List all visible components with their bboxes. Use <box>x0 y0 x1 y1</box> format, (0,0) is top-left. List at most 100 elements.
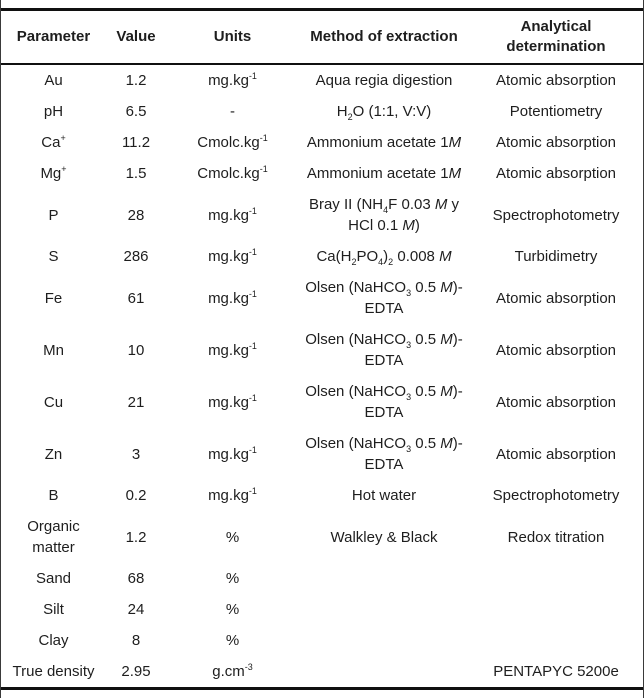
cell-determination <box>469 625 643 656</box>
cell-value: 6.5 <box>125 103 147 120</box>
cell-value: 10 <box>127 341 145 359</box>
cell-method: Ammonium acetate 1M <box>306 134 462 151</box>
cell-value: 8 <box>131 632 141 649</box>
cell-parameter: True density <box>12 663 95 680</box>
col-header-method: Method of extraction <box>299 9 469 65</box>
cell-determination: Atomic absorption <box>495 445 617 463</box>
cell-method <box>299 563 469 594</box>
table-row: P 28 mg.kg-1 Bray II (NH4F 0.03 M y HCl 0.1… <box>1 189 643 241</box>
cell-method <box>299 625 469 656</box>
cell-parameter: pH <box>43 103 64 120</box>
cell-determination: Turbidimetry <box>514 248 598 265</box>
cell-value: 21 <box>127 393 145 411</box>
cell-method <box>299 656 469 689</box>
col-header-value: Value <box>106 9 166 65</box>
table-row: True density 2.95 g.cm-3 PENTAPYC 5200e <box>1 656 643 689</box>
cell-units: mg.kg-1 <box>208 247 257 266</box>
cell-units: - <box>230 103 235 120</box>
cell-parameter: Organic matter <box>27 518 80 556</box>
cell-determination: Spectrophotometry <box>492 487 620 504</box>
cell-value: 61 <box>127 289 145 307</box>
cell-determination: Atomic absorption <box>495 393 617 411</box>
cell-value: 0.2 <box>125 487 147 504</box>
cell-method: H2O (1:1, V:V) <box>336 103 432 122</box>
cell-value: 286 <box>123 248 149 265</box>
table-row: Cu 21 mg.kg-1 Olsen (NaHCO3 0.5 M)-EDTA Atom… <box>1 376 643 428</box>
cell-value: 1.5 <box>125 165 147 182</box>
table-row: Au 1.2 mg.kg-1 Aqua regia digestion Atomic a… <box>1 64 643 96</box>
table-body: Au 1.2 mg.kg-1 Aqua regia digestion Atomic a… <box>1 64 643 689</box>
cell-units: mg.kg-1 <box>208 71 257 90</box>
table-header: Parameter Value Units Method of extracti… <box>1 9 643 65</box>
cell-value: 3 <box>131 445 141 463</box>
cell-value: 24 <box>127 601 145 618</box>
cell-method: Ammonium acetate 1M <box>306 165 462 182</box>
cell-determination: Atomic absorption <box>495 165 617 182</box>
cell-parameter: Zn <box>44 445 63 463</box>
cell-determination: Atomic absorption <box>495 289 617 307</box>
col-header-determination: Analytical determination <box>469 9 643 65</box>
table-row: Mg+ 1.5 Cmolc.kg-1 Ammonium acetate 1M Atomi… <box>1 158 643 189</box>
cell-method: Olsen (NaHCO3 0.5 M)-EDTA <box>305 331 463 369</box>
cell-units: % <box>225 632 240 649</box>
cell-value: 28 <box>127 206 145 224</box>
cell-value: 68 <box>127 570 145 587</box>
cell-units: Cmolc.kg-1 <box>197 133 268 152</box>
col-header-units: Units <box>166 9 299 65</box>
cell-determination: Atomic absorption <box>495 134 617 151</box>
cell-parameter: S <box>48 248 59 265</box>
table-row: Silt 24% <box>1 594 643 625</box>
cell-parameter: Sand <box>35 570 72 587</box>
table-row: B 0.2 mg.kg-1 Hot water Spectrophotometry <box>1 480 643 511</box>
cell-determination: Redox titration <box>507 528 605 546</box>
cell-method: Hot water <box>351 487 417 504</box>
cell-determination <box>469 594 643 625</box>
cell-method: Olsen (NaHCO3 0.5 M)-EDTA <box>305 279 463 317</box>
header-row: Parameter Value Units Method of extracti… <box>1 9 643 65</box>
cell-parameter: Silt <box>43 601 64 618</box>
cell-parameter: Clay <box>38 632 69 649</box>
cell-units: mg.kg-1 <box>208 288 257 307</box>
cell-method: Olsen (NaHCO3 0.5 M)-EDTA <box>305 435 463 473</box>
cell-value: 11.2 <box>121 134 151 151</box>
cell-units: mg.kg-1 <box>208 392 257 411</box>
cell-method: Walkley & Black <box>330 528 438 546</box>
col-header-parameter: Parameter <box>1 9 106 65</box>
cell-parameter: B <box>48 487 59 504</box>
cell-determination: Potentiometry <box>509 103 603 120</box>
table-row: pH 6.5 - H2O (1:1, V:V) Potentiometry <box>1 96 643 127</box>
cell-units: mg.kg-1 <box>208 444 257 463</box>
cell-determination: Atomic absorption <box>495 72 617 89</box>
table-row: Ca+ 11.2 Cmolc.kg-1 Ammonium acetate 1M Atom… <box>1 127 643 158</box>
cell-method: Ca(H2PO4)2 0.008 M <box>316 248 452 267</box>
table-row: Fe 61 mg.kg-1 Olsen (NaHCO3 0.5 M)-EDTA Atom… <box>1 272 643 324</box>
cell-determination: Atomic absorption <box>495 341 617 359</box>
cell-parameter: Ca+ <box>41 133 66 152</box>
cell-method: Olsen (NaHCO3 0.5 M)-EDTA <box>305 383 463 421</box>
cell-value: 1.2 <box>125 528 147 546</box>
cell-determination: Spectrophotometry <box>492 206 620 224</box>
cell-method: Bray II (NH4F 0.03 M y HCl 0.1 M) <box>308 196 460 234</box>
cell-determination <box>469 563 643 594</box>
cell-units: % <box>225 570 240 587</box>
cell-parameter: Cu <box>43 393 64 411</box>
cell-units: mg.kg-1 <box>208 205 257 224</box>
table-row: Sand 68% <box>1 563 643 594</box>
cell-parameter: Mn <box>43 341 64 359</box>
cell-units: mg.kg-1 <box>208 486 257 505</box>
cell-determination: PENTAPYC 5200e <box>493 663 619 680</box>
table-row: Zn 3 mg.kg-1 Olsen (NaHCO3 0.5 M)-EDTA Atomi… <box>1 428 643 480</box>
cell-units: % <box>225 528 240 546</box>
cell-parameter: Fe <box>44 289 63 307</box>
cell-units: g.cm-3 <box>212 662 253 681</box>
cell-method <box>299 594 469 625</box>
cell-units: mg.kg-1 <box>208 340 257 359</box>
table-row: Mn 10 mg.kg-1 Olsen (NaHCO3 0.5 M)-EDTA Atom… <box>1 324 643 376</box>
cell-value: 1.2 <box>125 72 147 89</box>
cell-value: 2.95 <box>121 663 151 680</box>
table-row: Organic matter 1.2% Walkley & Black Redox t… <box>1 511 643 563</box>
cell-units: Cmolc.kg-1 <box>197 164 268 183</box>
table-row: Clay 8% <box>1 625 643 656</box>
soil-analysis-table: Parameter Value Units Method of extracti… <box>1 8 643 690</box>
